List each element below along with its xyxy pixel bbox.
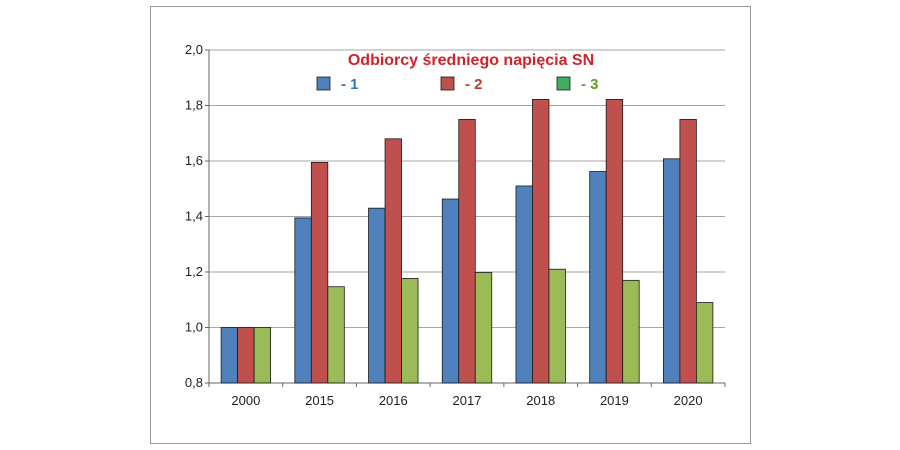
bar-2015-series-2: [310, 161, 329, 384]
bar-2018-series-1: [515, 185, 533, 384]
x-tick-label: 2020: [674, 393, 703, 408]
legend-label-2: - 2: [465, 76, 483, 93]
legend-marker-2: [440, 76, 455, 91]
legend-marker-3: [556, 76, 571, 91]
x-tick-label: 2018: [526, 393, 555, 408]
chart-frame: 0,8 1,0 1,2 1,4 1,6 1,8 2,0 2000 2015 2016 2017 201…: [150, 6, 751, 444]
bar-2017-series-3: [474, 272, 493, 384]
x-tick-label: 2019: [600, 393, 629, 408]
bar-2000-series-1: [220, 327, 239, 384]
legend: - 1 - 2 - 3: [316, 76, 599, 93]
bar-chart: 0,8 1,0 1,2 1,4 1,6 1,8 2,0 2000 2015 2016 2017 201…: [185, 42, 726, 408]
bar-2019-series-1: [589, 171, 607, 384]
x-tick-label: 2016: [379, 393, 408, 408]
bar-2018-series-3: [548, 268, 566, 384]
bar-2020-series-3: [695, 302, 714, 384]
bar-2016-series-3: [401, 277, 419, 384]
bar-2018-series-2: [532, 98, 550, 384]
x-tick-label: 2017: [453, 393, 482, 408]
bar-2000-series-3: [253, 327, 272, 384]
y-tick-label: 1,6: [185, 153, 203, 168]
x-tick-label: 2015: [305, 393, 334, 408]
y-tick-label: 1,4: [185, 209, 203, 224]
bar-2017-series-1: [441, 198, 460, 384]
y-tick-label: 1,8: [185, 98, 203, 113]
bar-2020-series-2: [679, 118, 697, 384]
y-tick-label: 1,2: [185, 264, 203, 279]
bar-2020-series-1: [662, 158, 681, 384]
y-tick-label: 2,0: [185, 42, 203, 57]
bar-2016-series-2: [384, 138, 402, 384]
x-tick-label: 2000: [231, 393, 260, 408]
bar-2015-series-1: [294, 217, 312, 384]
y-tick-label: 1,0: [185, 320, 203, 335]
legend-label-3: - 3: [581, 76, 599, 93]
y-tick-label: 0,8: [185, 375, 203, 390]
legend-marker-1: [316, 76, 331, 91]
bar-2019-series-3: [622, 279, 640, 384]
bar-2016-series-1: [368, 207, 386, 384]
bar-2000-series-2: [237, 327, 255, 384]
legend-label-1: - 1: [341, 76, 359, 93]
bar-2019-series-2: [605, 98, 624, 384]
bar-2015-series-3: [327, 286, 345, 384]
bar-2017-series-2: [458, 118, 476, 384]
chart-title: Odbiorcy średniego napięcia SN: [348, 52, 594, 69]
bars: [220, 98, 714, 384]
